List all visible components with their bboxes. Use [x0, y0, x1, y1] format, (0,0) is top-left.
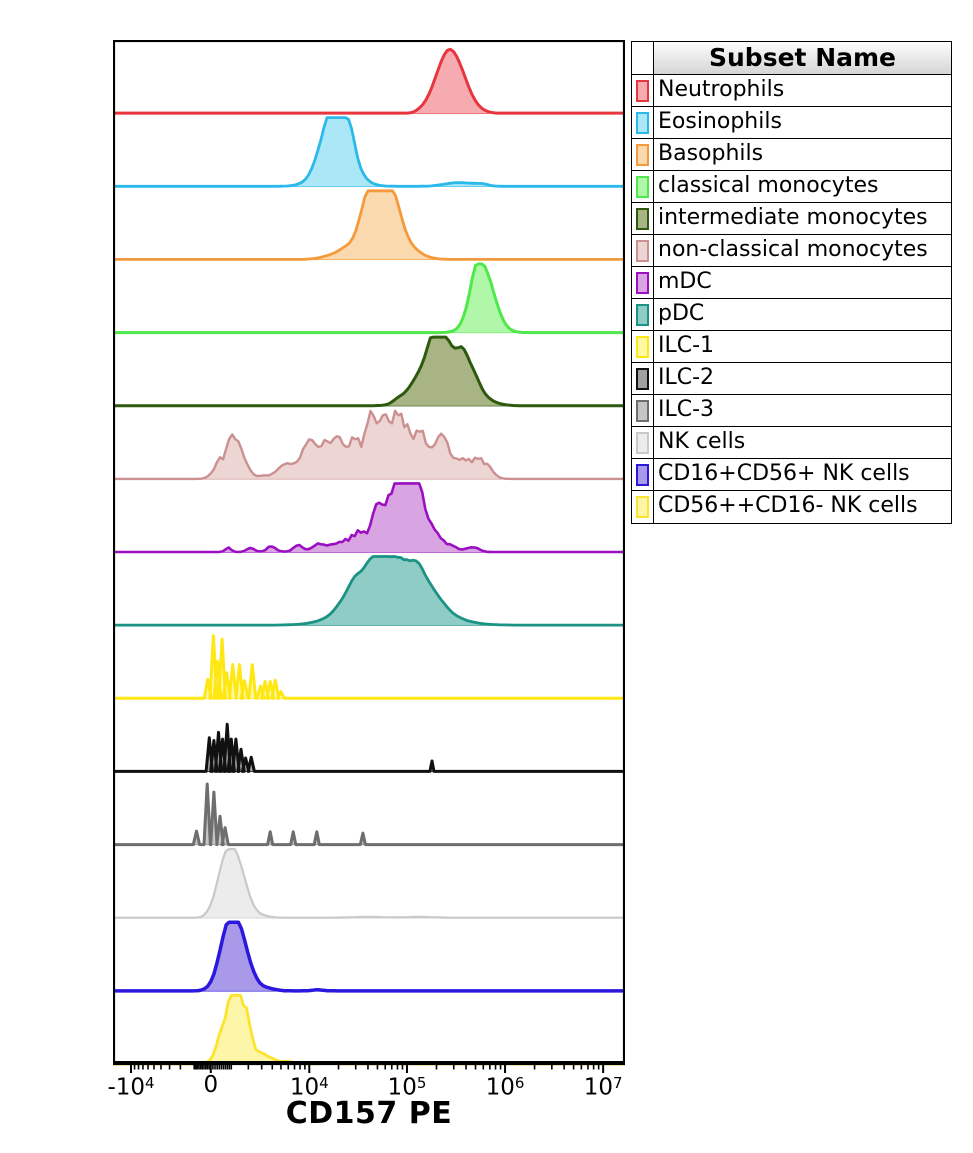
- subset-name-label: non-classical monocytes: [658, 237, 928, 262]
- legend-header-row: Subset Name: [632, 42, 951, 75]
- legend-row[interactable]: intermediate monocytes: [632, 203, 951, 235]
- histogram-ridgeline-plot: [113, 40, 625, 1073]
- legend-row[interactable]: classical monocytes: [632, 171, 951, 203]
- subset-legend-table: Subset Name Neutrophils Eosinophils Baso…: [631, 41, 952, 524]
- subset-color-swatch: [636, 111, 649, 134]
- legend-row[interactable]: ILC-3: [632, 395, 951, 427]
- legend-row[interactable]: Neutrophils: [632, 75, 951, 107]
- legend-row[interactable]: ILC-2: [632, 363, 951, 395]
- legend-row[interactable]: mDC: [632, 267, 951, 299]
- subset-color-swatch: [636, 271, 649, 294]
- subset-name-label: NK cells: [658, 429, 746, 454]
- subset-color-swatch: [636, 79, 649, 102]
- subset-name-label: classical monocytes: [658, 173, 879, 198]
- subset-name-label: CD16+CD56+ NK cells: [658, 461, 910, 486]
- legend-row[interactable]: Eosinophils: [632, 107, 951, 139]
- legend-row[interactable]: CD56++CD16- NK cells: [632, 491, 951, 523]
- legend-row[interactable]: pDC: [632, 299, 951, 331]
- subset-name-label: ILC-2: [658, 365, 715, 390]
- legend-row[interactable]: NK cells: [632, 427, 951, 459]
- subset-name-label: Basophils: [658, 141, 764, 166]
- subset-color-swatch: [636, 431, 649, 454]
- legend-row[interactable]: CD16+CD56+ NK cells: [632, 459, 951, 491]
- x-axis-title: CD157 PE: [285, 1096, 453, 1131]
- subset-color-swatch: [636, 175, 649, 198]
- legend-row[interactable]: non-classical monocytes: [632, 235, 951, 267]
- subset-color-swatch: [636, 367, 649, 390]
- subset-name-label: intermediate monocytes: [658, 205, 928, 230]
- legend-row[interactable]: ILC-1: [632, 331, 951, 363]
- subset-color-swatch: [636, 335, 649, 358]
- subset-name-label: ILC-1: [658, 333, 715, 358]
- subset-name-label: CD56++CD16- NK cells: [658, 493, 918, 518]
- subset-color-swatch: [636, 207, 649, 230]
- subset-color-swatch: [636, 143, 649, 166]
- legend-swatch-column-header: [632, 42, 654, 74]
- legend-rows: Neutrophils Eosinophils Basophils classi…: [632, 75, 951, 523]
- subset-color-swatch: [636, 463, 649, 486]
- legend-header-label: Subset Name: [654, 42, 951, 74]
- subset-color-swatch: [636, 239, 649, 262]
- subset-color-swatch: [636, 496, 649, 518]
- legend-row[interactable]: Basophils: [632, 139, 951, 171]
- subset-color-swatch: [636, 399, 649, 422]
- subset-color-swatch: [636, 303, 649, 326]
- subset-name-label: Eosinophils: [658, 109, 782, 134]
- subset-name-label: ILC-3: [658, 397, 715, 422]
- subset-name-label: Neutrophils: [658, 77, 785, 102]
- subset-name-label: pDC: [658, 301, 705, 326]
- subset-name-label: mDC: [658, 269, 712, 294]
